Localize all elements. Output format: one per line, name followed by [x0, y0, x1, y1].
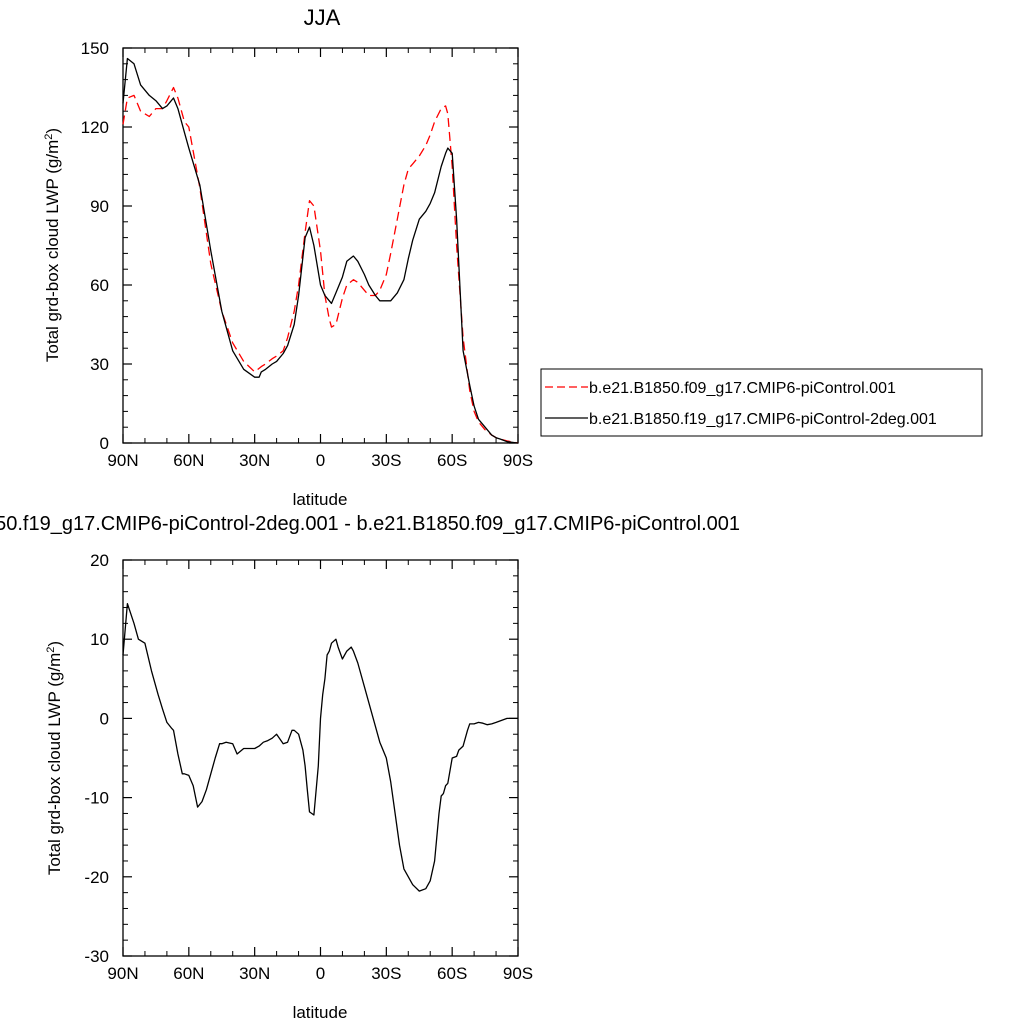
x-tick-label: 30S: [371, 451, 401, 470]
y-tick-label: 20: [90, 551, 109, 570]
x-tick-label: 60N: [173, 964, 204, 983]
y-tick-label: 60: [90, 276, 109, 295]
x-tick-label: 60S: [437, 451, 467, 470]
top-chart-ticks: [122, 47, 519, 444]
y-tick-label: 150: [81, 39, 109, 58]
x-tick-label: 0: [316, 964, 325, 983]
series-line-0: [122, 602, 518, 892]
top-chart: JJA 90N 60N 30N 0 30S 60S 90S 0 30 60 90 120 150 la…: [43, 5, 983, 509]
bottom-chart-x-tick-labels: 90N 60N 30N 0 30S 60S 90S: [107, 964, 533, 983]
x-tick-label: 60N: [173, 451, 204, 470]
x-tick-label: 90S: [503, 964, 533, 983]
y-tick-label: 120: [81, 118, 109, 137]
bottom-chart: b.e21.B1850.f19_g17.CMIP6-piControl-2deg…: [0, 513, 740, 1022]
legend-box: [540, 368, 983, 437]
bottom-chart-title: b.e21.B1850.f19_g17.CMIP6-piControl-2deg…: [0, 513, 740, 535]
legend-label-f19: b.e21.B1850.f19_g17.CMIP6-piControl-2deg…: [589, 411, 937, 428]
bottom-chart-y-tick-labels: -30 -20 -10 0 10 20: [84, 551, 109, 966]
legend-label-f09: b.e21.B1850.f09_g17.CMIP6-piControl.001: [589, 380, 896, 397]
series-line-1: [122, 57, 519, 444]
top-chart-frame: [122, 47, 519, 444]
x-tick-label: 90N: [107, 964, 138, 983]
bottom-chart-y-axis-label: Total grd-box cloud LWP (g/m2): [45, 641, 64, 875]
bottom-chart-ticks: [122, 559, 519, 957]
x-tick-label: 30S: [371, 964, 401, 983]
bottom-chart-x-axis-label: latitude: [293, 1003, 348, 1022]
series-line-0: [122, 86, 519, 444]
x-tick-label: 0: [316, 451, 325, 470]
x-tick-label: 60S: [437, 964, 467, 983]
legend: b.e21.B1850.f09_g17.CMIP6-piControl.001 …: [540, 368, 983, 437]
y-tick-label: 90: [90, 197, 109, 216]
top-chart-y-axis-label: Total grd-box cloud LWP (g/m2): [43, 128, 62, 362]
bottom-chart-series: [122, 602, 518, 892]
x-tick-label: 90N: [107, 451, 138, 470]
x-tick-label: 30N: [239, 451, 270, 470]
x-tick-label: 90S: [503, 451, 533, 470]
x-tick-label: 30N: [239, 964, 270, 983]
y-tick-label: -20: [84, 868, 109, 887]
top-chart-y-tick-labels: 0 30 60 90 120 150: [81, 39, 109, 453]
y-tick-label: 30: [90, 355, 109, 374]
y-tick-label: 0: [100, 709, 109, 728]
y-tick-label: 0: [100, 434, 109, 453]
y-tick-label: -10: [84, 789, 109, 808]
bottom-chart-frame: [122, 559, 519, 957]
top-chart-title: JJA: [304, 5, 341, 30]
top-chart-x-tick-labels: 90N 60N 30N 0 30S 60S 90S: [107, 451, 533, 470]
y-tick-label: -30: [84, 947, 109, 966]
top-chart-x-axis-label: latitude: [293, 490, 348, 509]
top-chart-series: [122, 57, 519, 444]
y-tick-label: 10: [90, 630, 109, 649]
